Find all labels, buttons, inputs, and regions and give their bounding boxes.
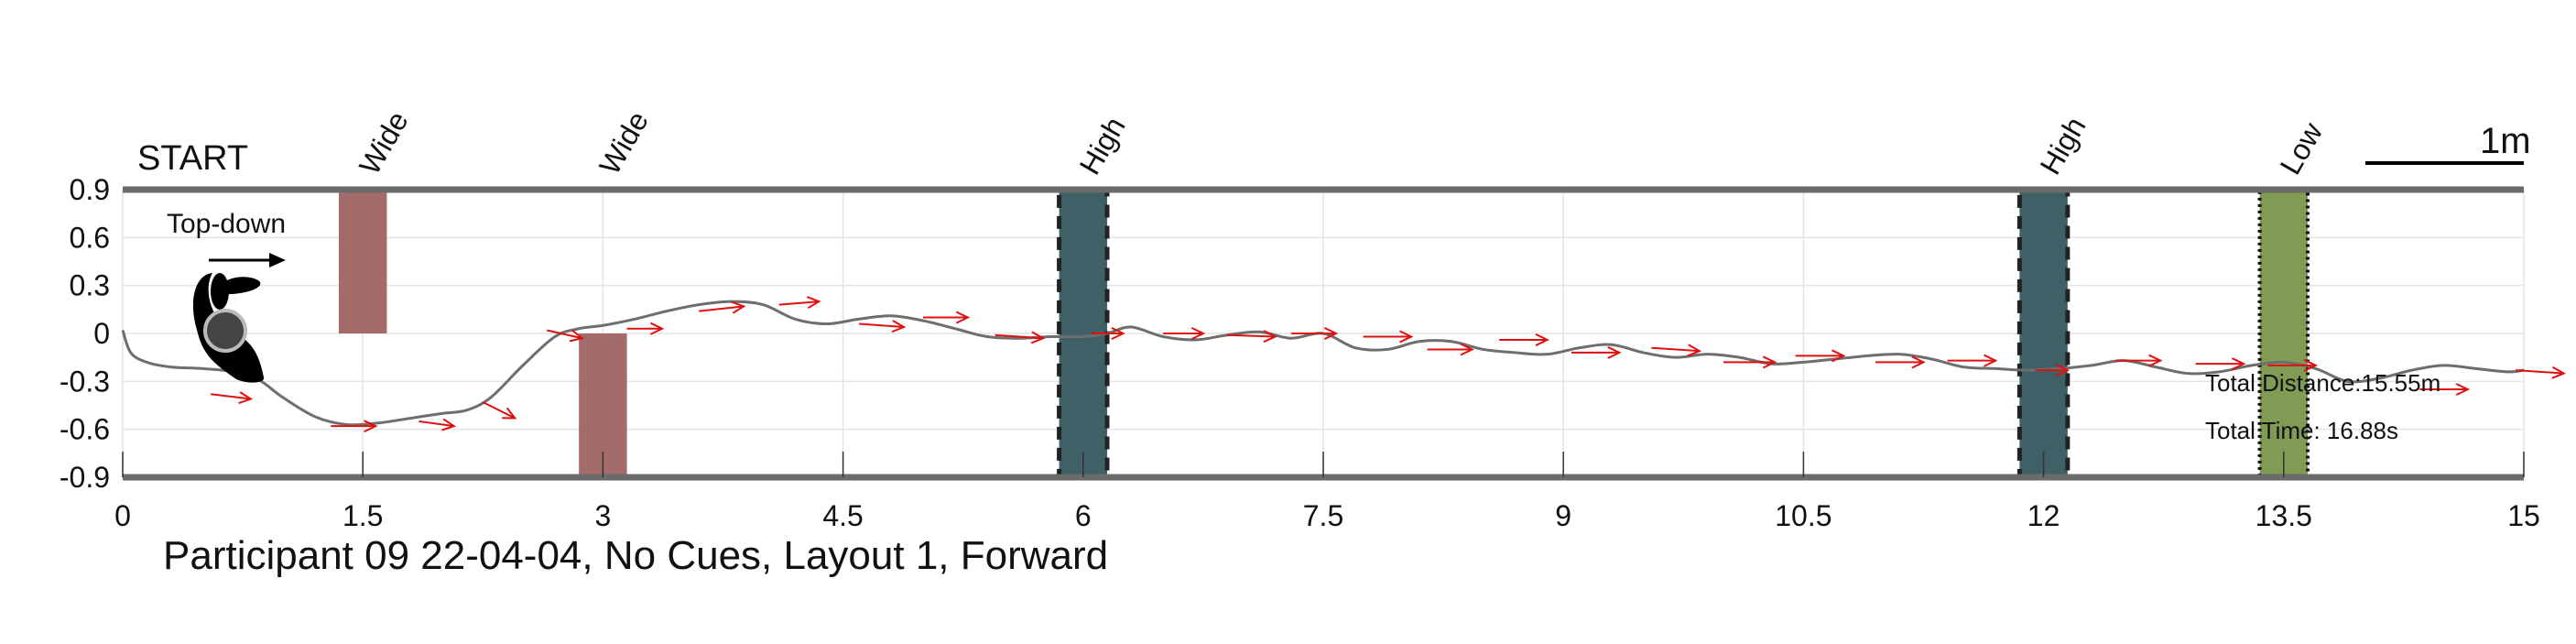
direction-arrow <box>778 300 820 306</box>
direction-arrowhead <box>1460 343 1474 356</box>
direction-arrowhead <box>2455 383 2471 397</box>
direction-arrowhead <box>1911 355 1926 369</box>
obstacle-label: High <box>1073 112 1132 180</box>
obstacle-label: Wide <box>592 105 655 180</box>
x-tick-label: 1.5 <box>342 499 383 532</box>
direction-arrow <box>546 329 582 340</box>
obstacle-label: Wide <box>353 105 415 180</box>
direction-arrow <box>699 305 745 312</box>
direction-arrowhead <box>2551 366 2566 379</box>
x-tick-label: 12 <box>2027 499 2060 532</box>
x-tick-label: 15 <box>2507 499 2540 532</box>
start-label: START <box>137 139 248 178</box>
direction-arrowhead <box>2232 357 2246 371</box>
obstacle-wide <box>338 190 387 333</box>
x-tick-label: 6 <box>1075 499 1092 532</box>
direction-arrow <box>859 322 905 329</box>
direction-arrowhead <box>806 296 821 310</box>
x-tick-label: 0 <box>114 499 131 532</box>
total-time-annotation: Total Time: 16.88s <box>2205 417 2398 444</box>
direction-arrowhead <box>1111 327 1125 340</box>
y-tick-label: -0.3 <box>60 365 110 398</box>
legend-arrowhead <box>269 253 286 267</box>
obstacles-layer: Wide Wide High High Low <box>338 105 2330 480</box>
scale-label: 1m <box>2480 121 2531 161</box>
direction-arrowhead <box>364 420 378 433</box>
direction-arrowhead <box>1190 327 1206 340</box>
x-tick-label: 7.5 <box>1303 499 1343 532</box>
direction-arrow <box>1227 333 1276 338</box>
direction-arrow <box>2516 369 2564 375</box>
direction-arrowhead <box>1762 355 1777 369</box>
direction-arrowhead <box>1263 330 1277 344</box>
y-tick-label: 0.9 <box>70 173 110 206</box>
direction-arrowhead <box>731 300 746 314</box>
direction-arrow <box>1651 346 1700 353</box>
obstacle-label: High <box>2033 112 2092 180</box>
direction-arrowhead <box>1323 327 1339 340</box>
direction-arrowhead <box>891 320 907 333</box>
chart-title: Participant 09 22-04-04, No Cues, Layout… <box>163 533 1108 578</box>
direction-arrowhead <box>955 311 971 324</box>
direction-arrowhead <box>2303 358 2319 372</box>
direction-arrow <box>995 333 1044 340</box>
legend-label: Top-down <box>167 209 286 239</box>
x-tick-label: 9 <box>1555 499 1571 532</box>
x-tick-label: 4.5 <box>822 499 863 532</box>
direction-arrowhead <box>238 391 254 405</box>
direction-arrowhead <box>1831 349 1846 363</box>
tick-labels-layer: 0 1.5 3 4.5 6 7.5 9 10.5 12 13.5 15 0.9 0.6 0.3 0 -0.3 -… <box>60 173 2540 532</box>
direction-arrowhead <box>1030 331 1046 344</box>
y-tick-label: 0.6 <box>70 221 110 254</box>
direction-arrowhead <box>2055 364 2071 377</box>
direction-arrowhead <box>650 322 665 335</box>
obstacle-high <box>2016 187 2071 480</box>
x-tick-label: 13.5 <box>2255 499 2312 532</box>
direction-arrowhead <box>1399 330 1414 344</box>
direction-arrow <box>482 401 516 420</box>
direction-arrowhead <box>2148 354 2163 367</box>
direction-arrowhead <box>1984 354 1998 367</box>
total-distance-annotation: Total Distance:15.55m <box>2205 369 2440 397</box>
direction-arrow <box>211 393 251 400</box>
lane-boundaries <box>122 186 2525 481</box>
x-tick-label: 3 <box>595 499 612 532</box>
direction-arrowhead <box>502 407 517 420</box>
direction-arrowhead <box>1687 344 1702 357</box>
x-tick-label: 10.5 <box>1775 499 1831 532</box>
y-tick-label: -0.6 <box>60 413 110 446</box>
y-tick-label: 0 <box>93 317 110 350</box>
person-marker-icon <box>192 273 265 383</box>
y-tick-label: -0.9 <box>60 461 110 494</box>
y-tick-label: 0.3 <box>70 269 110 302</box>
direction-arrowhead <box>569 329 584 343</box>
obstacle-label: Low <box>2274 116 2330 180</box>
direction-arrows-layer <box>211 296 2566 433</box>
direction-arrowhead <box>1535 333 1550 346</box>
direction-arrowhead <box>441 418 457 431</box>
direction-arrow <box>418 420 454 428</box>
direction-arrowhead <box>1607 345 1622 359</box>
